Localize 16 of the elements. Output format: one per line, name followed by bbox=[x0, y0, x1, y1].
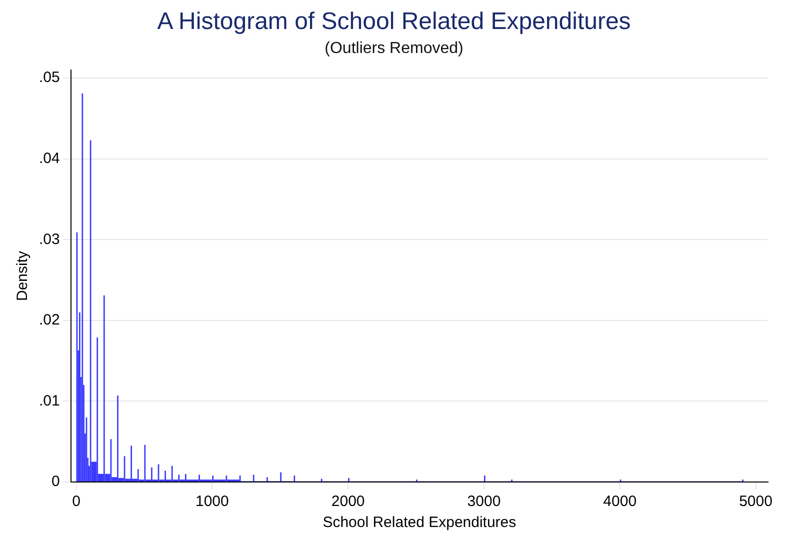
x-tick-label: 3000 bbox=[467, 493, 501, 510]
y-tick-label: .04 bbox=[38, 150, 60, 168]
chart-title: A Histogram of School Related Expenditures bbox=[156, 8, 632, 36]
y-axis-title: Density bbox=[14, 250, 32, 302]
x-tick-label: 4000 bbox=[603, 493, 637, 510]
y-tick-label: .01 bbox=[38, 392, 60, 410]
x-tick-label: 0 bbox=[72, 493, 80, 510]
y-tick-label: .03 bbox=[38, 230, 60, 248]
y-tick-label: .05 bbox=[38, 69, 60, 86]
x-axis-title: School Related Expenditures bbox=[322, 514, 516, 532]
chart-subtitle: (Outliers Removed) bbox=[324, 40, 464, 58]
y-tick-label: .02 bbox=[38, 312, 60, 329]
x-tick-label: 2000 bbox=[331, 493, 365, 510]
y-tick-label: 0 bbox=[52, 473, 60, 490]
x-tick-label: 5000 bbox=[739, 493, 772, 510]
x-tick-label: 1000 bbox=[195, 493, 229, 510]
